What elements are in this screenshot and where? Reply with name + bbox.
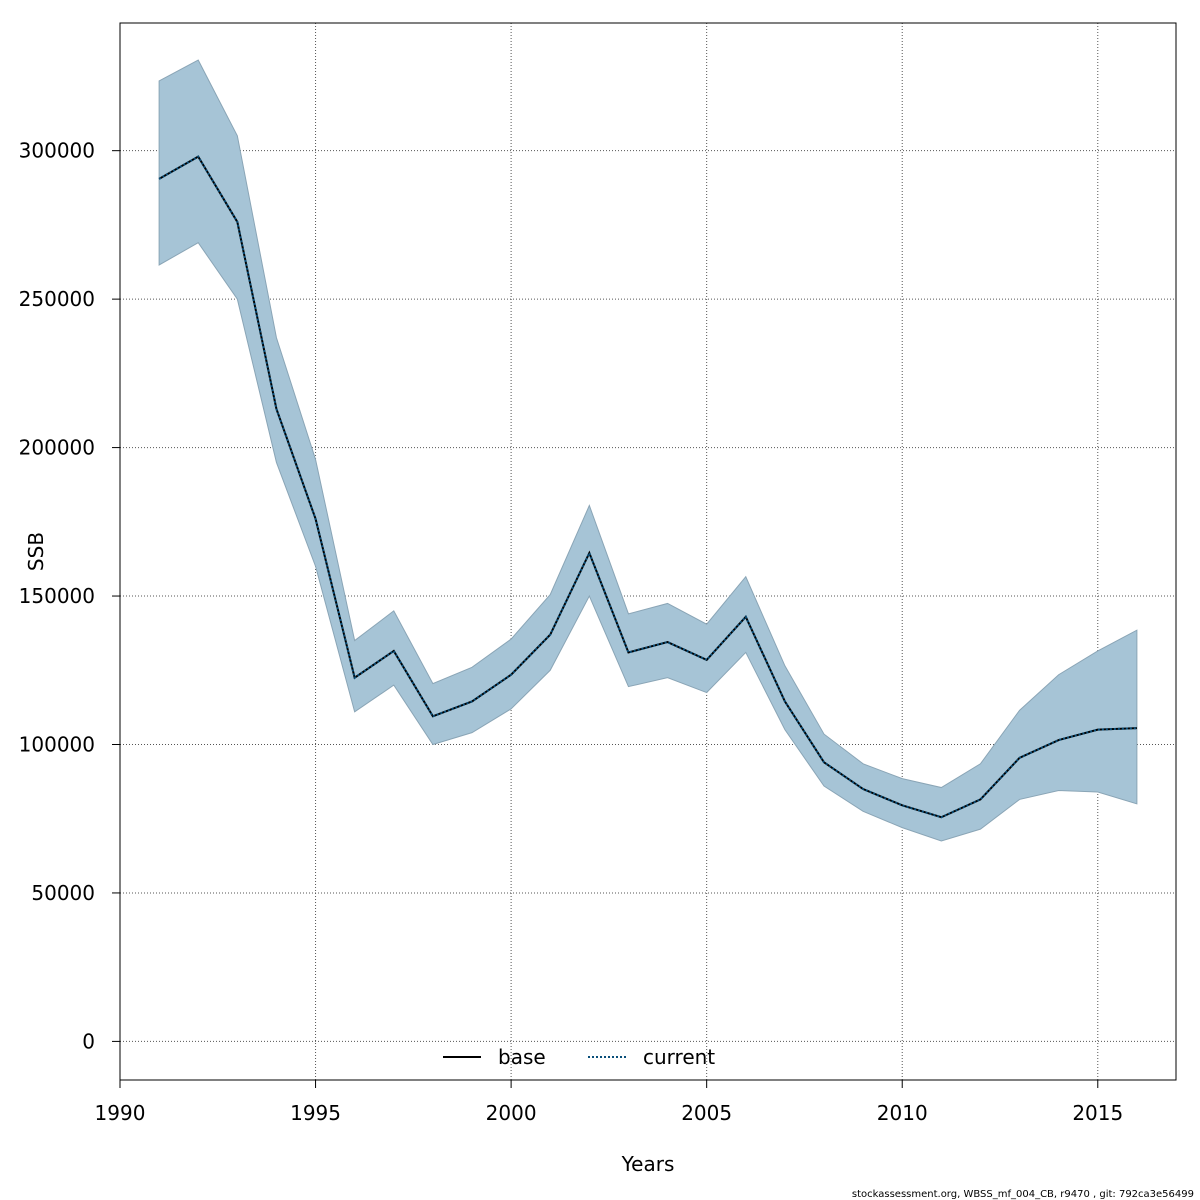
- x-tick-label: 1995: [290, 1101, 341, 1125]
- y-tick-label: 150000: [19, 584, 95, 608]
- plot-frame: [119, 22, 1177, 1081]
- x-tick-label: 2000: [486, 1101, 537, 1125]
- x-tick-label: 1990: [95, 1101, 146, 1125]
- confidence-band-layer: [158, 59, 1138, 842]
- y-tick-label: 250000: [19, 287, 95, 311]
- footer-credit: stockassessment.org, WBSS_mf_004_CB, r94…: [852, 1189, 1194, 1200]
- y-tick-label: 0: [82, 1029, 95, 1053]
- x-tick-label: 2005: [681, 1101, 732, 1125]
- x-axis-title: Years: [621, 1152, 675, 1176]
- y-axis: 0 50000 100000 150000 200000 250000 300000: [19, 139, 120, 1053]
- legend-label-current: current: [643, 1045, 715, 1069]
- series-lines-layer: [158, 155, 1137, 819]
- x-tick-label: 2010: [877, 1101, 928, 1125]
- legend: base current: [443, 1045, 715, 1069]
- series-line-current: [158, 155, 1137, 819]
- y-tick-label: 100000: [19, 732, 95, 756]
- y-tick-label: 200000: [19, 436, 95, 460]
- x-axis: 1990 1995 2000 2005 2010 2015: [95, 1080, 1123, 1125]
- y-tick-label: 50000: [31, 881, 95, 905]
- confidence-band: [158, 59, 1138, 842]
- grid: [120, 23, 1176, 1080]
- y-axis-title: SSB: [24, 532, 48, 571]
- legend-label-base: base: [498, 1045, 546, 1069]
- y-tick-label: 300000: [19, 139, 95, 163]
- x-tick-label: 2015: [1072, 1101, 1123, 1125]
